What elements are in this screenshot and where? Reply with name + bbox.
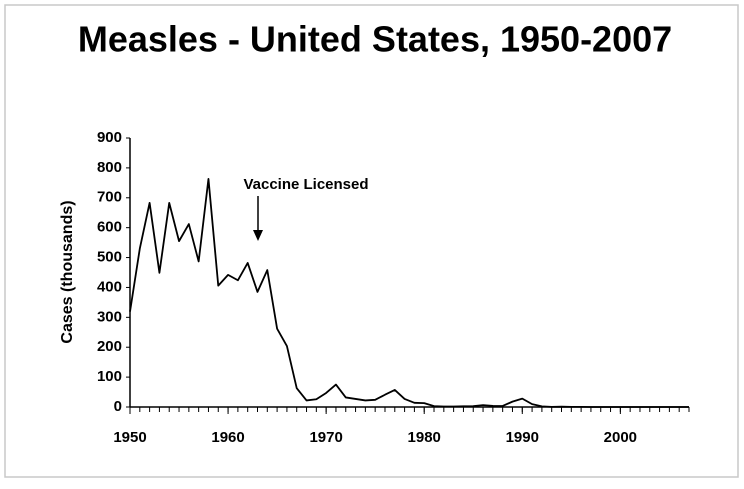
y-tick-label: 0 <box>114 398 122 415</box>
frame <box>4 4 739 478</box>
x-tick-label: 1980 <box>408 429 441 446</box>
x-tick-label: 1950 <box>113 429 146 446</box>
y-tick-label: 800 <box>97 159 122 176</box>
y-tick-label: 400 <box>97 278 122 295</box>
y-tick-label: 300 <box>97 308 122 325</box>
y-tick-label: 100 <box>97 368 122 385</box>
y-tick-label: 600 <box>97 219 122 236</box>
x-tick-label: 2000 <box>604 429 637 446</box>
annotation-arrow <box>253 196 263 241</box>
x-tick-label: 1990 <box>506 429 539 446</box>
chart-title: Measles - United States, 1950-2007 <box>78 19 672 60</box>
annotation: Vaccine Licensed <box>243 176 368 193</box>
x-tick-label: 1970 <box>309 429 342 446</box>
x-tick-label: 1960 <box>211 429 244 446</box>
y-axis-label: Cases (thousands) <box>59 200 76 343</box>
y-tick-label: 700 <box>97 189 122 206</box>
y-tick-label: 500 <box>97 249 122 266</box>
data-line <box>129 178 690 408</box>
y-tick-label: 200 <box>97 338 122 355</box>
y-tick-label: 900 <box>97 129 122 146</box>
